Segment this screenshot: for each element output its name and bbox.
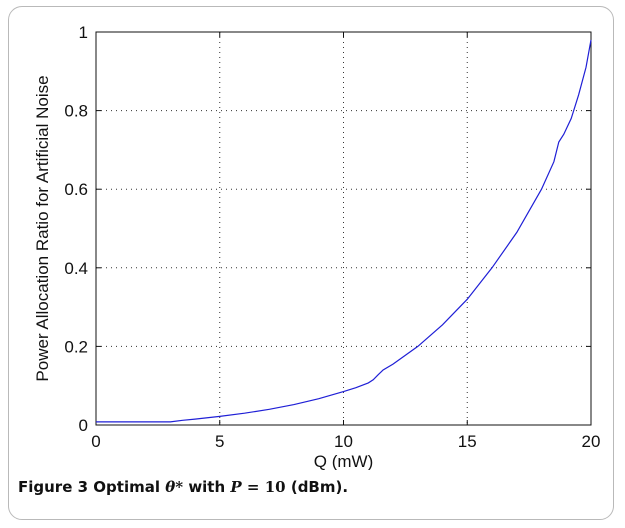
grid-lines (96, 32, 591, 425)
x-axis-label: Q (mW) (314, 452, 373, 470)
caption-value: 10 (264, 478, 286, 496)
caption-unit: (dBm). (290, 478, 349, 496)
caption-text-1: Optimal (93, 478, 160, 496)
x-tick-label: 0 (91, 432, 100, 451)
series-group (96, 39, 592, 423)
x-tick-label: 15 (458, 432, 477, 451)
y-tick-label: 0 (79, 416, 88, 435)
y-tick-label: 0.8 (64, 102, 88, 121)
y-tick-label: 0.6 (64, 180, 88, 199)
caption-text-2: with (188, 478, 226, 496)
line-chart: 0 5 10 15 20 0 0.2 0.4 0.6 0.8 1 Q (mW) Power Allo… (33, 23, 600, 470)
figure-frame (8, 6, 614, 520)
y-tick-label: 1 (79, 23, 88, 42)
caption-label: Figure 3 (18, 478, 89, 496)
figure-caption: Figure 3 Optimal θ* with P = 10 (dBm). (18, 478, 608, 496)
x-tick-label: 10 (334, 432, 353, 451)
caption-variable: P (230, 478, 242, 496)
y-tick-label: 0.2 (64, 337, 88, 356)
x-tick-label: 5 (215, 432, 224, 451)
caption-equals: = (246, 478, 260, 496)
x-tick-label: 20 (582, 432, 601, 451)
plot-area (95, 31, 592, 426)
caption-symbol: θ* (165, 478, 184, 496)
y-tick-label: 0.4 (64, 259, 88, 278)
series-line (96, 39, 592, 423)
y-axis-label: Power Allocation Ratio for Artificial No… (33, 75, 52, 381)
axis-ticks: 0 5 10 15 20 0 0.2 0.4 0.6 0.8 1 (64, 23, 600, 451)
